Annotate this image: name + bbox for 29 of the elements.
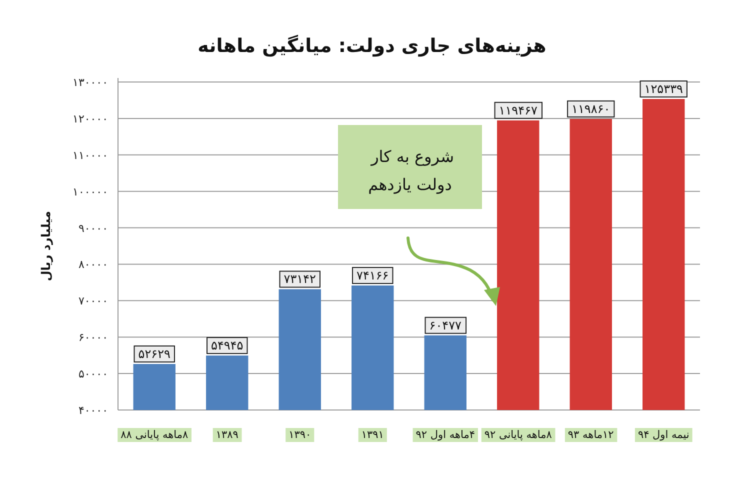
x-tick-label: ۸ماهه پایانی ۸۸ [120, 429, 188, 441]
data-label: ۷۴۱۶۶ [356, 268, 389, 282]
data-label: ۱۱۹۸۶۰ [572, 102, 610, 116]
data-label: ۵۴۹۴۵ [211, 338, 244, 353]
y-tick-label: ۷۰۰۰۰ [78, 294, 108, 308]
y-tick-label: ۱۳۰۰۰۰ [72, 76, 108, 89]
data-label: ۷۳۱۴۲ [284, 272, 316, 286]
y-tick-label: ۱۱۰۰۰۰ [72, 148, 108, 162]
y-axis-title: میلیارد ریال [39, 210, 53, 282]
y-tick-label: ۹۰۰۰۰ [78, 222, 108, 235]
data-label: ۶۰۴۷۷ [429, 318, 462, 332]
data-label: ۵۲۶۲۹ [138, 346, 170, 361]
x-tick-label: ۱۳۸۹ [216, 429, 239, 441]
x-tick-label: ۸ماهه پایانی ۹۲ [484, 429, 552, 441]
y-tick-label: ۱۲۰۰۰۰ [72, 112, 108, 126]
y-tick-label: ۵۰۰۰۰ [78, 368, 108, 381]
x-tick-label: ۱۲ماهه ۹۳ [568, 429, 614, 441]
x-tick-label: نیمه اول ۹۴ [638, 429, 690, 441]
data-label: ۱۱۹۴۶۷ [498, 103, 538, 118]
x-tick-label: ۱۳۹۰ [288, 429, 312, 441]
chart-title: هزینه‌های جاری دولت: میانگین ماهانه [198, 34, 546, 57]
y-tick-label: ۶۰۰۰۰ [78, 331, 108, 344]
x-tick-label: ۱۳۹۱ [361, 429, 384, 441]
data-label: ۱۲۵۳۳۹ [644, 82, 683, 96]
x-tick-label: ۴ماهه اول ۹۲ [416, 429, 475, 441]
annotation: شروع به کار دولت یازدهم [366, 147, 454, 194]
y-tick-label: ۸۰۰۰۰ [78, 258, 108, 272]
y-tick-label: ۱۰۰۰۰۰ [72, 185, 108, 198]
y-tick-label: ۴۰۰۰۰ [78, 404, 108, 417]
